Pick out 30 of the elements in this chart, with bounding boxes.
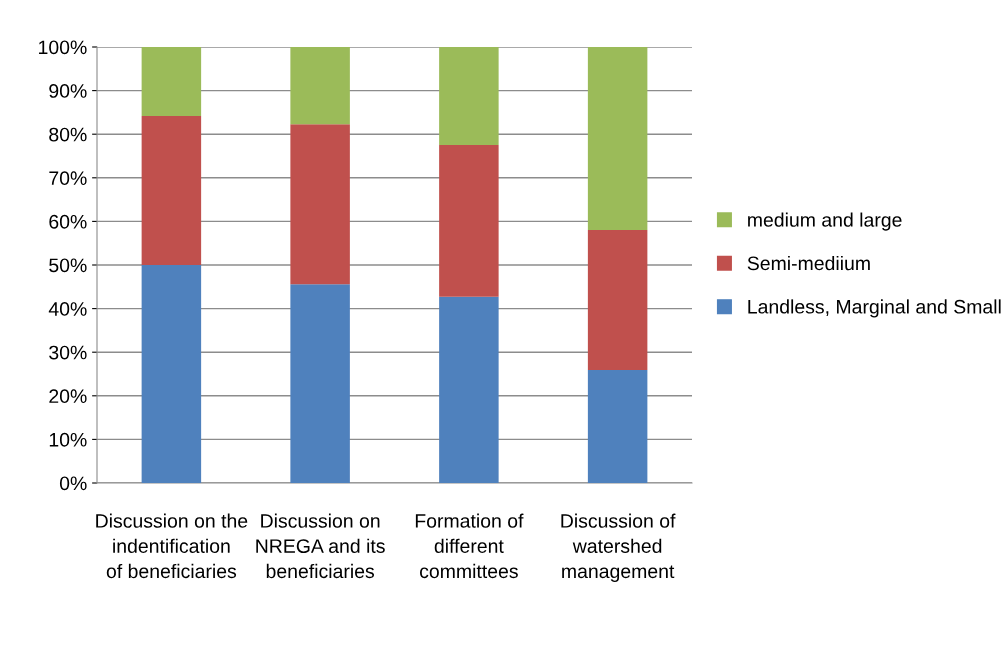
y-tick-label: 0% (59, 476, 87, 491)
x-tick-label: Discussion of watershed management (561, 513, 676, 582)
y-tick-label: 20% (49, 389, 87, 404)
bar (290, 47, 350, 125)
x-tick-label: Formation of different committees (415, 513, 524, 579)
bar (141, 115, 202, 265)
bar (141, 47, 202, 116)
y-tick-label: 70% (49, 171, 87, 186)
bar (587, 47, 648, 231)
bar (587, 230, 648, 371)
y-tick-label: 50% (49, 258, 87, 273)
bar (439, 296, 499, 483)
y-tick-label: 60% (49, 214, 87, 229)
x-tick-label: Discussion on the indentification of beneficiaries (96, 513, 248, 579)
bar (290, 284, 350, 483)
legend-label: medium and large (748, 212, 902, 231)
y-tick-label: 90% (49, 84, 87, 98)
y-tick-label: 80% (49, 127, 87, 142)
bar (439, 47, 499, 146)
bar (587, 370, 648, 483)
y-tick-label: 10% (49, 432, 87, 447)
bar (290, 124, 350, 285)
y-tick-label: 100% (39, 40, 87, 55)
bar (141, 265, 202, 483)
y-tick-label: 40% (48, 302, 87, 316)
x-tick-label: Discussion on NREGA and its beneficiaries (256, 513, 385, 579)
y-tick-label: 30% (49, 345, 87, 360)
bar (439, 145, 499, 297)
legend-label: Semi-mediium (747, 255, 870, 271)
legend-label: Landless, Marginal and Small (748, 299, 1001, 318)
